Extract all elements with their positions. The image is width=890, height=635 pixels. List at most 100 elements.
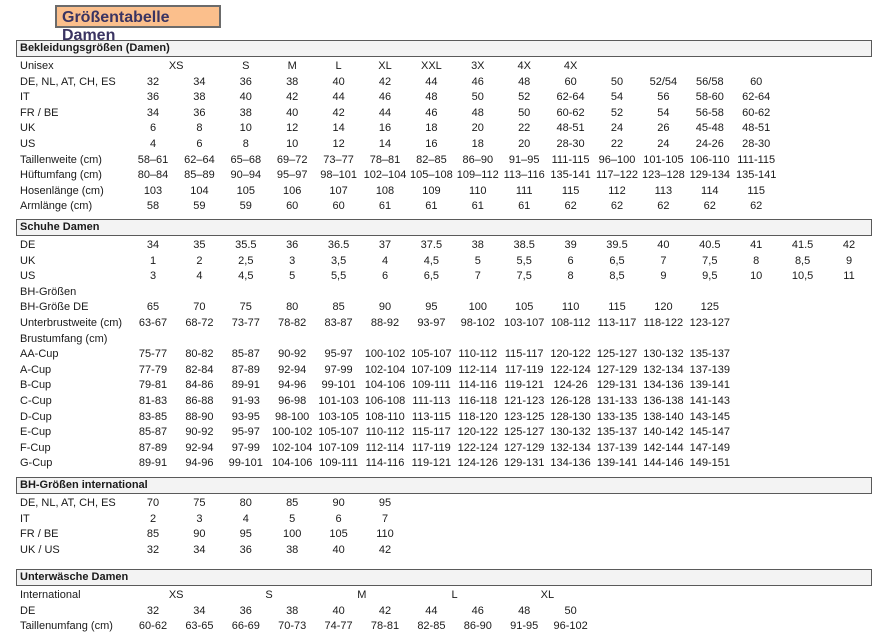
table-cell: 36 (146, 91, 160, 104)
table-cell: 137-139 (689, 363, 730, 376)
table-cell: 95 (378, 497, 392, 509)
table-cell: 95 (425, 301, 438, 314)
table-cell: 98-102 (460, 317, 495, 329)
section-heading: Schuhe Damen (20, 221, 100, 233)
table-cell: 6 (381, 270, 389, 283)
table-cell: 111-113 (412, 395, 451, 407)
table-row: UK 6 8 10 12 14 16 18 20 22 48-51 24 26 45-48 48-51 (0, 122, 890, 137)
table-cell: 96-98 (278, 395, 307, 407)
table-cell: 117–122 (595, 169, 638, 182)
table-cell: 91–95 (508, 153, 540, 166)
table-cell: 140-142 (643, 426, 684, 439)
table-cell: 1 (149, 254, 157, 267)
table-cell: 58 (146, 200, 160, 213)
size-label: XXL (420, 60, 442, 72)
table-cell: 114 (701, 184, 719, 197)
table-cell: 129-134 (689, 169, 730, 182)
table-cell: 32 (146, 75, 160, 88)
row-label: Hüftumfang (cm) (20, 169, 102, 182)
size-label: XS (168, 589, 184, 601)
table-row: Hüftumfang (cm) 80–84 85–89 90–94 95–97 98–10… (0, 169, 890, 184)
table-cell: 34 (146, 239, 160, 251)
table-cell: 32 (146, 543, 160, 556)
table-cell: 97-99 (231, 441, 260, 454)
table-cell: 111-115 (737, 153, 776, 166)
table-cell: 35 (193, 239, 206, 251)
table-cell: 58–61 (137, 153, 169, 166)
row-label: DE (20, 604, 36, 617)
table-cell: 46 (471, 75, 484, 88)
table-cell: 7 (381, 512, 389, 525)
table-cell: 135-137 (596, 426, 638, 439)
table-cell: 60 (564, 75, 577, 88)
table-cell: 50 (564, 604, 577, 617)
table-cell: 36 (239, 543, 252, 556)
table-cell: 39.5 (606, 239, 628, 251)
table-cell: 106-110 (690, 153, 730, 166)
table-cell: 91-93 (231, 395, 260, 407)
table-cell: 42 (332, 106, 345, 119)
table-cell: 85-87 (138, 426, 168, 439)
table-cell: 36 (286, 239, 299, 251)
table-cell: 94-96 (278, 379, 307, 392)
table-cell: 114-116 (458, 379, 498, 392)
table-row: D-Cup 83-85 88-90 93-95 98-100 103-105 108-110… (0, 411, 890, 426)
table-cell: 119-121 (504, 379, 544, 392)
table-cell: 129-131 (596, 379, 638, 392)
table-cell: 88-92 (370, 317, 400, 329)
table-cell: 3,5 (330, 254, 347, 267)
table-cell: 62 (750, 200, 763, 213)
table-cell: 117-119 (504, 363, 544, 376)
table-row: DE 34 35 35.5 36 36.5 37 37.5 38 38.5 39 39.5 40 40.5… (0, 239, 890, 254)
size-header-row: Unisex XS S M L XL XXL 3X 4X 4X (0, 60, 890, 75)
table-cell: 107-109 (318, 441, 359, 454)
table-cell: 40 (286, 106, 299, 119)
size-label: XL (378, 60, 392, 72)
table-cell: 44 (425, 604, 438, 617)
table-cell: 132-134 (643, 363, 684, 376)
size-label: S (242, 60, 250, 72)
table-cell: 4 (242, 512, 249, 525)
table-cell: 108-110 (365, 410, 405, 423)
table-cell: 78–81 (369, 153, 401, 166)
section-header-unterw-sche-damen: Unterwäsche Damen (16, 569, 872, 586)
table-row: BH-Größen (0, 286, 890, 301)
table-cell: 103-107 (504, 317, 545, 329)
table-cell: 24-26 (695, 138, 724, 150)
table-cell: 4 (381, 254, 389, 267)
table-cell: 41.5 (791, 239, 814, 251)
table-cell: 28-30 (742, 138, 771, 150)
table-cell: 131-133 (596, 395, 638, 407)
table-cell: 113–116 (503, 169, 545, 182)
table-cell: 60 (286, 200, 299, 213)
table-cell: 42 (378, 543, 392, 556)
table-cell: 90 (332, 497, 345, 509)
table-cell: 87-89 (231, 363, 260, 376)
table-cell: 54 (610, 91, 624, 104)
table-cell: 106 (283, 184, 302, 197)
table-cell: 38 (286, 604, 299, 617)
table-cell: 36 (239, 604, 252, 617)
size-label: 4X (563, 60, 578, 72)
table-cell: 95 (239, 528, 252, 541)
table-cell: 37 (378, 239, 392, 251)
table-cell: 48 (425, 91, 438, 104)
table-cell: 61 (471, 200, 484, 213)
table-cell: 9,5 (702, 270, 718, 283)
table-cell: 104-106 (272, 457, 313, 470)
table-cell: 22 (610, 138, 624, 150)
table-row: US 4 6 8 10 12 14 16 18 20 28-30 22 24 24-26 28-30 (0, 138, 890, 153)
row-label: G-Cup (20, 457, 53, 470)
table-cell: 38.5 (513, 239, 535, 251)
table-cell: 98-100 (275, 410, 310, 423)
row-label: F-Cup (20, 441, 51, 454)
table-cell: 105 (236, 184, 255, 197)
table-cell: 40.5 (699, 239, 721, 251)
table-cell: 113-117 (597, 317, 637, 329)
table-cell: 48 (518, 75, 531, 88)
table-cell: 73–77 (323, 153, 354, 166)
table-cell: 85 (146, 528, 160, 541)
table-cell: 90 (193, 528, 206, 541)
table-cell: 112-114 (458, 363, 498, 376)
table-cell: 65–68 (230, 153, 262, 166)
